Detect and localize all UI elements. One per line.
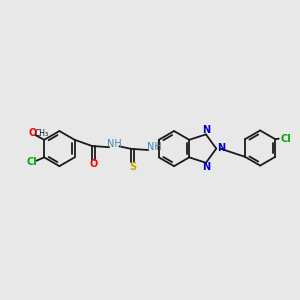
Text: O: O [29, 128, 37, 138]
Text: Cl: Cl [281, 134, 292, 144]
Text: Cl: Cl [26, 158, 37, 167]
Text: S: S [129, 162, 136, 172]
Text: N: N [202, 162, 210, 172]
Text: NH: NH [146, 142, 161, 152]
Text: O: O [89, 159, 98, 170]
Text: N: N [217, 143, 225, 153]
Text: CH₃: CH₃ [34, 129, 49, 138]
Text: NH: NH [107, 139, 122, 149]
Text: N: N [202, 125, 210, 135]
